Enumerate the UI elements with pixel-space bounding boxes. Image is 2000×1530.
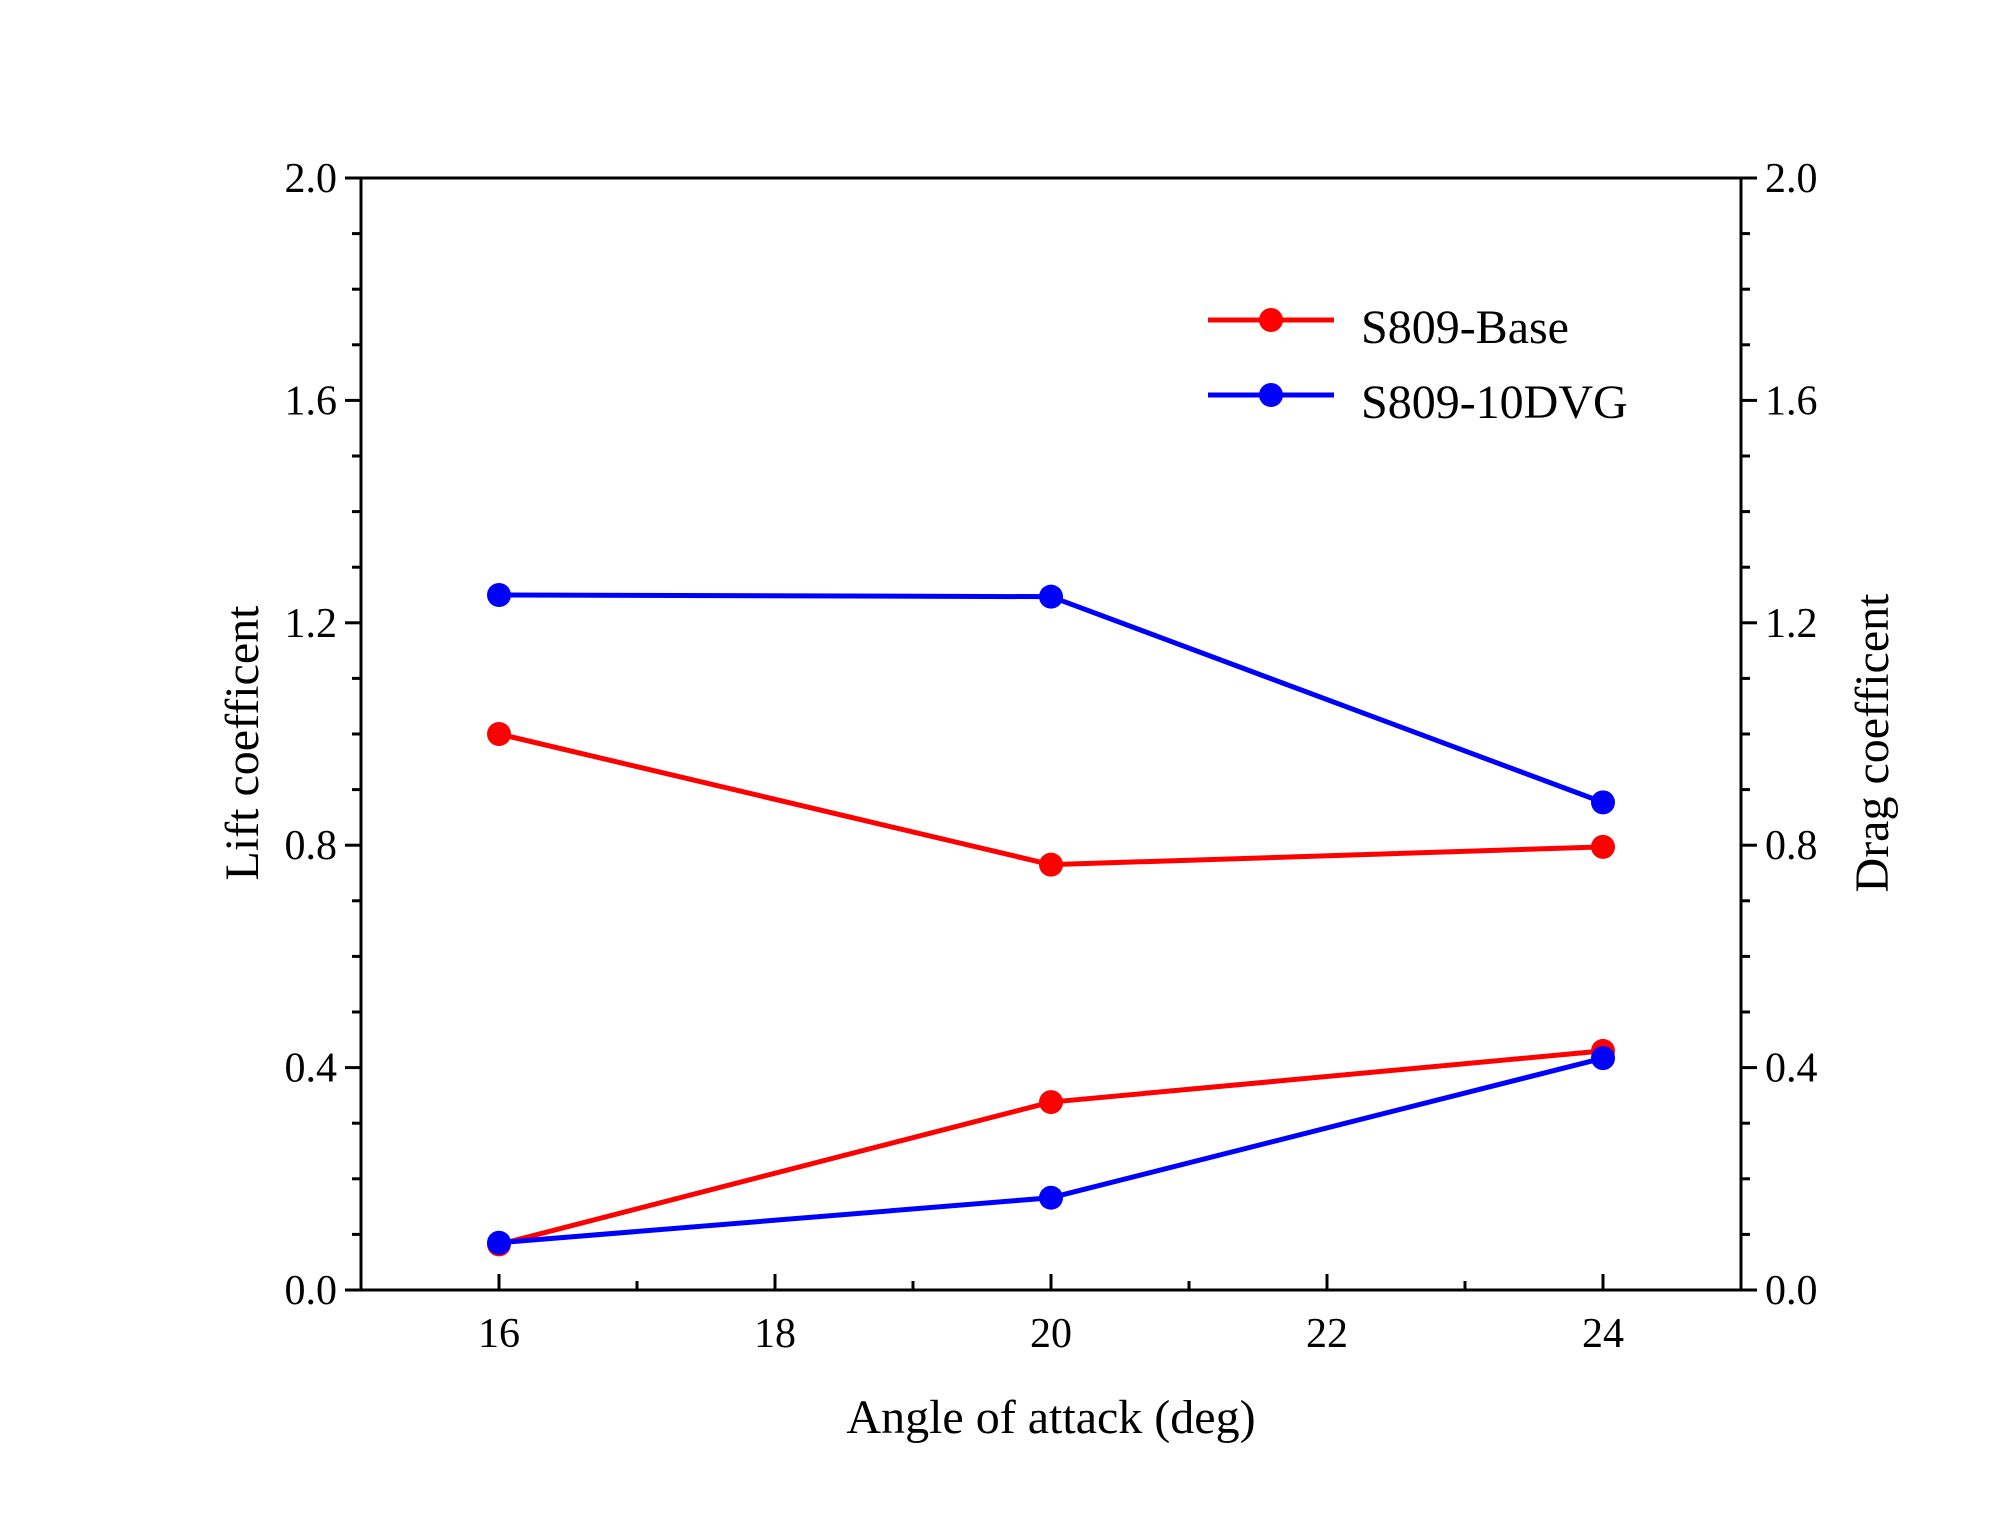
x-tick-label: 16	[478, 1311, 520, 1357]
legend-marker-s809-10dvg	[1259, 383, 1283, 407]
x-tick-label: 18	[754, 1311, 796, 1357]
y2-tick-label: 0.4	[1765, 1046, 1818, 1092]
axis-tick-labels: 16 18 20 22 24 0.0 0.0 0.4 0.4 0.8 0.8 1.2 1.2 1.6 1.6…	[285, 156, 1818, 1357]
series-s809-base-drag	[487, 1038, 1615, 1257]
y-tick-label: 0.8	[285, 823, 338, 869]
y-tick-label: 0.4	[285, 1046, 338, 1092]
data-point-s809-10dvg-lift	[1039, 584, 1063, 609]
data-point-s809-10dvg-lift	[487, 583, 511, 607]
y2-tick-label: 1.6	[1765, 378, 1818, 424]
axis-ticks	[345, 176, 1757, 1292]
y-tick-label: 1.6	[285, 378, 338, 424]
data-point-s809-base-lift	[1039, 852, 1063, 877]
x-tick-label: 24	[1582, 1311, 1624, 1357]
y-axis-title: Lift coefficent	[216, 605, 269, 881]
data-series	[487, 583, 1615, 1257]
y2-tick-label: 0.0	[1765, 1268, 1818, 1314]
y-tick-label: 1.2	[285, 601, 338, 647]
data-point-s809-10dvg-drag	[487, 1230, 511, 1255]
y-tick-label: 2.0	[285, 156, 338, 202]
data-point-s809-10dvg-drag	[1039, 1185, 1063, 1210]
legend: S809-Base S809-10DVG	[1208, 301, 1628, 429]
y2-tick-label: 1.2	[1765, 601, 1818, 647]
y2-tick-label: 0.8	[1765, 823, 1818, 869]
data-point-s809-10dvg-lift	[1591, 790, 1615, 815]
legend-label-s809-10dvg: S809-10DVG	[1361, 376, 1628, 429]
y-tick-label: 0.0	[285, 1268, 338, 1314]
series-line-s809-base-drag	[498, 1048, 1604, 1247]
series-line-s809-10dvg-drag	[498, 1055, 1604, 1246]
legend-item-s809-base: S809-Base	[1208, 301, 1569, 354]
x-tick-label: 22	[1306, 1311, 1348, 1357]
x-axis-title: Angle of attack (deg)	[846, 1391, 1255, 1444]
data-point-s809-base-lift	[1591, 834, 1615, 859]
x-tick-label: 20	[1030, 1311, 1072, 1357]
y2-tick-label: 2.0	[1765, 156, 1818, 202]
data-point-s809-base-drag	[1039, 1090, 1063, 1115]
data-point-s809-base-lift	[487, 722, 511, 746]
series-s809-10dvg-lift	[487, 583, 1615, 815]
series-s809-base-lift	[487, 722, 1615, 877]
legend-marker-s809-base	[1259, 308, 1283, 332]
series-s809-10dvg-drag	[487, 1046, 1615, 1255]
y2-axis-title: Drag coefficent	[1846, 593, 1899, 893]
legend-label-s809-base: S809-Base	[1361, 301, 1569, 354]
series-line-s809-base-lift	[498, 731, 1604, 868]
legend-item-s809-10dvg: S809-10DVG	[1208, 376, 1628, 429]
data-point-s809-10dvg-drag	[1591, 1046, 1615, 1071]
